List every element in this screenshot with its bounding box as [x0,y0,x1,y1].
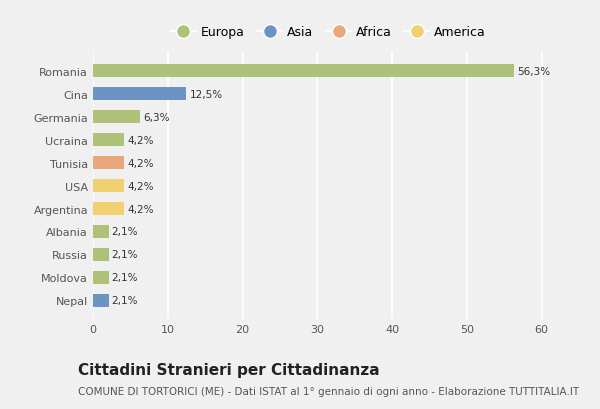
Bar [93,88,187,101]
Bar [93,226,109,238]
Bar [93,65,514,78]
Text: 4,2%: 4,2% [127,158,154,168]
Bar [93,180,124,192]
Text: 4,2%: 4,2% [127,181,154,191]
Bar [93,294,109,307]
Bar [93,203,124,215]
Text: COMUNE DI TORTORICI (ME) - Dati ISTAT al 1° gennaio di ogni anno - Elaborazione : COMUNE DI TORTORICI (ME) - Dati ISTAT al… [78,387,579,396]
Text: Cittadini Stranieri per Cittadinanza: Cittadini Stranieri per Cittadinanza [78,362,380,377]
Text: 2,1%: 2,1% [112,273,138,283]
Bar [93,134,124,146]
Text: 4,2%: 4,2% [127,135,154,145]
Bar [93,272,109,284]
Text: 56,3%: 56,3% [517,67,550,76]
Text: 2,1%: 2,1% [112,227,138,237]
Text: 2,1%: 2,1% [112,296,138,306]
Text: 2,1%: 2,1% [112,250,138,260]
Legend: Europa, Asia, Africa, America: Europa, Asia, Africa, America [167,22,490,43]
Bar [93,157,124,169]
Text: 6,3%: 6,3% [143,112,170,122]
Text: 4,2%: 4,2% [127,204,154,214]
Text: 12,5%: 12,5% [190,90,223,99]
Bar [93,111,140,124]
Bar [93,249,109,261]
